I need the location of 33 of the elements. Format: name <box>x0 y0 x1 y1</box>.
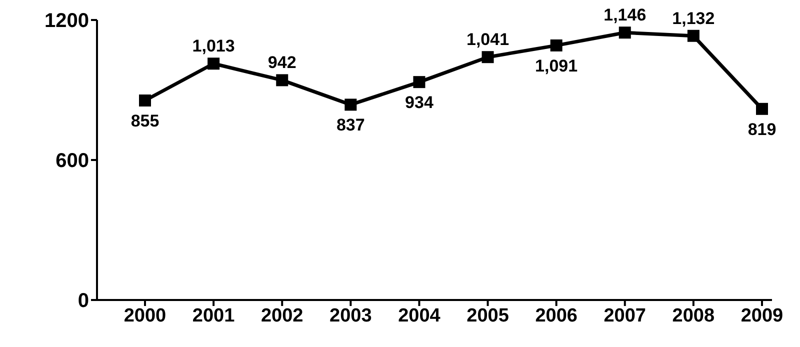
data-label: 1,041 <box>466 30 510 50</box>
data-label: 837 <box>336 116 365 135</box>
data-label: 819 <box>748 120 776 139</box>
data-label: 1,013 <box>192 36 235 56</box>
point <box>139 94 151 106</box>
point <box>756 102 768 115</box>
x-tick-label: 2003 <box>330 305 372 326</box>
x-tick-label: 2007 <box>604 305 646 326</box>
x-tick-label: 2004 <box>398 305 441 326</box>
x-tick-label: 2005 <box>466 305 510 326</box>
point <box>618 26 631 39</box>
data-label: 934 <box>405 93 434 112</box>
x-tick-label: 2002 <box>260 305 304 326</box>
data-label: 855 <box>130 112 160 130</box>
y-tick-label: 1200 <box>44 10 89 32</box>
data-label: 942 <box>268 53 296 72</box>
point <box>208 58 220 70</box>
point <box>276 74 288 86</box>
x-tick-label: 2008 <box>672 305 715 326</box>
point <box>344 98 357 111</box>
x-tick-label: 2001 <box>192 305 236 326</box>
x-tick-label: 2009 <box>740 305 784 326</box>
y-tick-label: 0 <box>78 290 89 312</box>
point <box>687 30 700 42</box>
data-label: 1,146 <box>604 6 646 25</box>
data-label: 1,091 <box>535 56 578 76</box>
point <box>550 39 562 52</box>
x-tick-label: 2006 <box>535 305 578 326</box>
point <box>482 51 494 64</box>
point <box>413 76 426 88</box>
data-label: 1,132 <box>672 8 715 28</box>
y-tick-label: 600 <box>56 150 89 172</box>
x-tick-label: 2000 <box>124 305 166 326</box>
